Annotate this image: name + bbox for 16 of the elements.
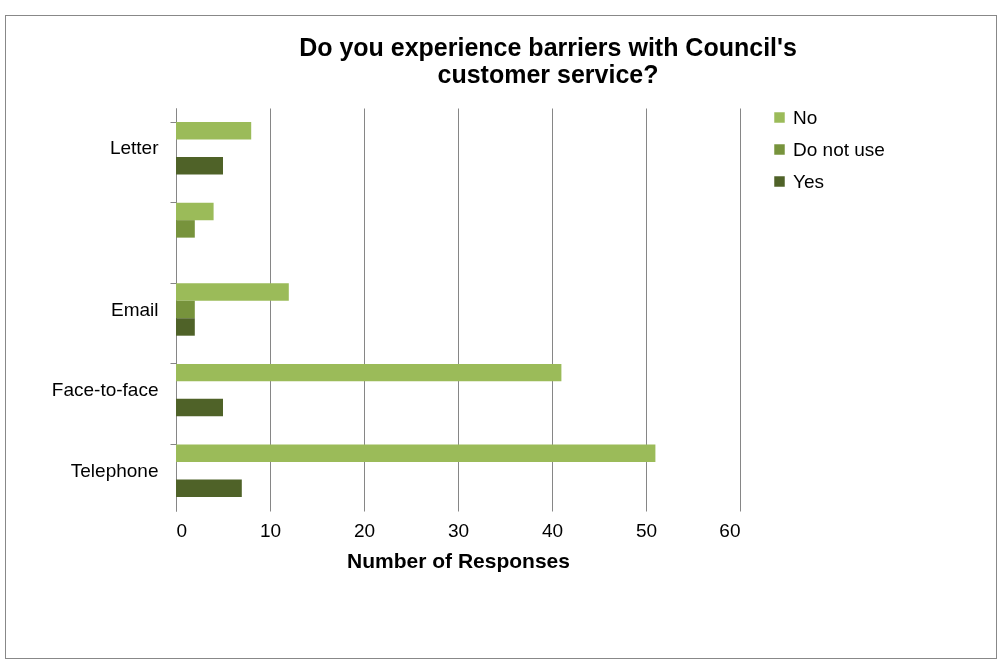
y-tick-label: Telephone xyxy=(70,459,159,481)
y-tick-label: Email xyxy=(110,298,159,320)
x-tick-label: 30 xyxy=(447,519,470,541)
legend-label: Do not use xyxy=(793,138,885,160)
x-tick-label: 60 xyxy=(719,519,741,541)
legend-label: Yes xyxy=(793,170,824,192)
x-tick-label: 20 xyxy=(353,519,376,541)
x-tick-label: 40 xyxy=(541,519,564,541)
x-tick-label: 50 xyxy=(635,519,658,541)
x-tick-label: 0 xyxy=(176,519,188,541)
x-axis-title: Number of Responses xyxy=(347,548,570,572)
legend-label: No xyxy=(793,106,818,128)
chart-title: Do you experience barriers with Council's customer service? xyxy=(299,33,797,88)
x-tick-label: 10 xyxy=(259,519,282,541)
y-tick-label: Face-to-face xyxy=(51,379,159,401)
y-tick-label: Letter xyxy=(109,137,160,159)
